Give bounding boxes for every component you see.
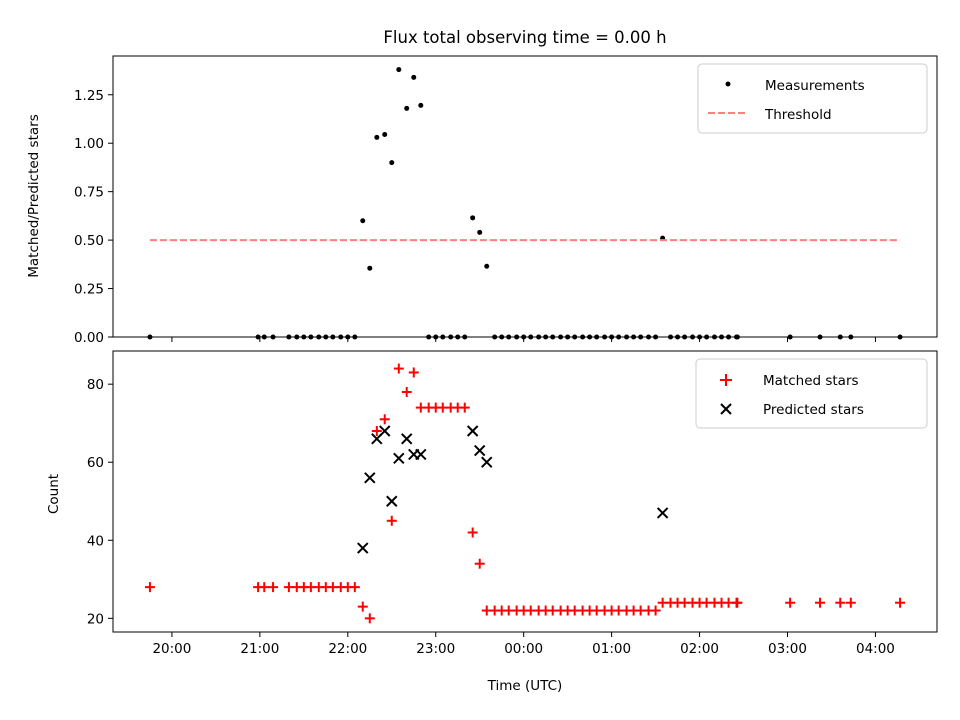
x-axis-label: Time (UTC) [487,678,563,694]
bottom-legend: Matched stars Predicted stars [695,358,928,429]
y-tick-label: 1.25 [74,88,104,104]
predicted-star-point [357,542,369,554]
matched-star-point [845,597,856,608]
measurement-point [404,105,410,111]
top-legend: Measurements Threshold [697,63,928,134]
matched-star-point [785,597,796,608]
bottom-legend-box [695,358,928,429]
bottom-y-axis-label: Count [46,474,62,514]
matched-star-point [364,613,375,624]
x-tick-label: 00:00 [504,641,543,657]
bottom-axes: Count Time (UTC) 20 40 60 80 20:00 21:00 22:0… [46,350,938,694]
top-plot-data [147,67,903,340]
predicted-star-point [393,452,405,465]
measurement-point [470,215,476,221]
matched-star-point [895,597,906,608]
top-y-ticks: 0.00 0.25 0.50 0.75 1.00 1.25 [74,88,113,346]
x-tick-label: 03:00 [768,641,807,657]
legend-matched-label: Matched stars [763,373,859,389]
measurement-point [477,229,483,235]
matched-star-point [815,597,826,608]
matched-star-point [379,414,390,425]
predicted-star-point [481,456,493,468]
measurement-point [411,74,417,80]
matched-star-point [732,597,743,608]
matched-star-point [401,386,412,397]
legend-threshold-label: Threshold [764,107,832,123]
matched-star-point [357,601,368,612]
bottom-plot-data [144,363,906,624]
x-tick-label: 02:00 [680,641,719,657]
measurement-point [396,67,402,73]
y-tick-label: 1.00 [74,136,104,152]
legend-matched-marker [720,374,732,386]
top-legend-box [697,63,928,134]
predicted-star-point [656,507,669,519]
predicted-star-point [379,425,391,437]
y-tick-label: 20 [87,611,104,627]
predicted-star-point [386,495,398,507]
measurement-point [382,131,388,137]
legend-measurements-marker [725,81,731,87]
x-tick-label: 23:00 [416,641,455,657]
predicted-star-point [466,425,479,437]
y-tick-label: 40 [87,533,104,549]
measurement-point [418,102,424,108]
top-chart-title: Flux total observing time = 0.00 h [383,28,666,47]
legend-measurements-label: Measurements [765,78,865,94]
bottom-x-ticks: 20:00 21:00 22:00 23:00 00:00 01:00 02:00 03:00… [152,632,895,657]
predicted-star-point [401,433,413,445]
top-y-axis-label: Matched/Predicted stars [26,114,42,277]
predicted-star-point [474,444,486,457]
y-tick-label: 60 [87,455,104,471]
predicted-star-point [415,448,427,461]
matched-star-point [259,582,270,593]
matched-star-point [835,597,846,608]
matched-star-point [650,605,661,616]
measurement-point [360,218,366,224]
legend-predicted-label: Predicted stars [763,402,864,418]
matched-star-point [371,426,382,437]
bottom-y-ticks: 20 40 60 80 [87,377,113,627]
measurement-point [374,134,380,140]
matched-star-point [144,582,155,593]
top-axes-frame [112,55,938,338]
y-tick-label: 0.75 [74,185,104,201]
matched-star-point [349,582,360,593]
matched-star-point [386,515,397,526]
predicted-star-point [364,472,376,484]
x-tick-label: 22:00 [328,641,367,657]
y-tick-label: 0.00 [74,330,104,346]
x-tick-label: 21:00 [240,641,279,657]
matched-star-point [474,558,485,569]
matched-star-point [408,367,419,378]
measurement-point [484,263,490,269]
x-tick-label: 01:00 [592,641,631,657]
legend-predicted-marker [720,403,732,415]
matched-star-point [467,527,478,538]
x-tick-label: 20:00 [152,641,191,657]
measurement-point [367,265,373,271]
y-tick-label: 0.50 [74,233,104,249]
bottom-axes-frame [112,350,938,633]
x-tick-label: 04:00 [856,641,895,657]
matched-star-point [459,402,470,413]
measurement-point [389,160,395,166]
y-tick-label: 0.25 [74,282,104,298]
matched-star-point [393,363,404,374]
y-tick-label: 80 [87,377,104,393]
matched-star-point [268,582,279,593]
top-axes: Flux total observing time = 0.00 h Match… [26,28,938,346]
